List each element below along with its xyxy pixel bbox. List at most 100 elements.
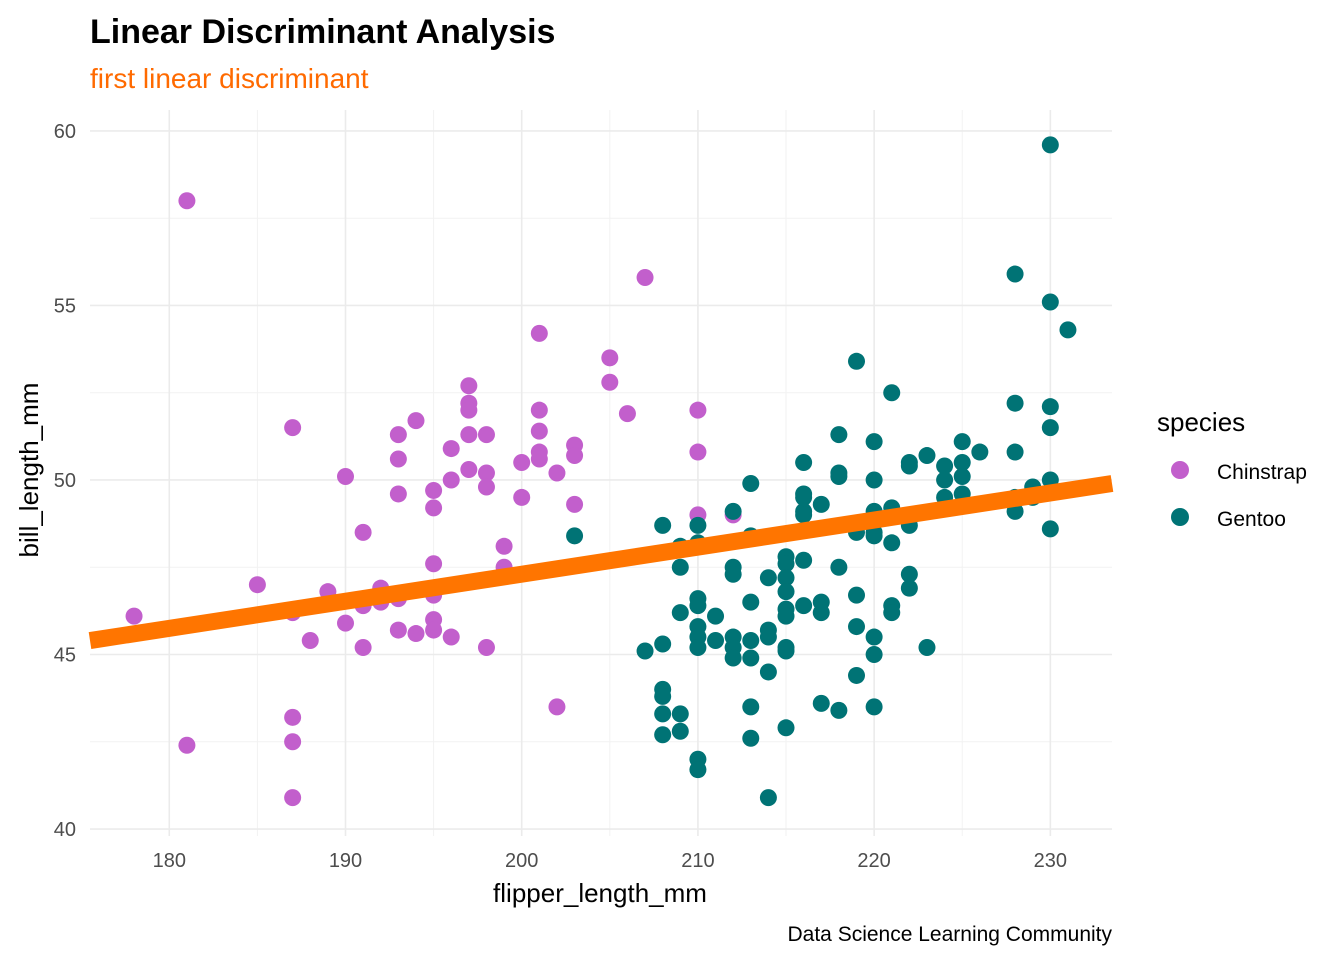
point-gentoo (953, 454, 971, 472)
point-gentoo (918, 447, 936, 465)
point-chinstrap (460, 426, 478, 444)
point-gentoo (777, 607, 795, 625)
point-gentoo (848, 666, 865, 684)
point-gentoo (759, 628, 777, 646)
point-gentoo (795, 597, 813, 615)
point-gentoo (865, 433, 883, 451)
point-gentoo (724, 565, 742, 583)
point-chinstrap (636, 269, 654, 287)
point-chinstrap (460, 461, 478, 479)
point-gentoo (636, 642, 654, 660)
point-gentoo (777, 719, 795, 737)
point-chinstrap (477, 426, 495, 444)
point-chinstrap (425, 621, 443, 639)
point-chinstrap (495, 537, 513, 555)
point-chinstrap (248, 576, 266, 594)
point-chinstrap (407, 412, 425, 430)
x-tick-label: 220 (857, 850, 890, 872)
point-chinstrap (354, 639, 372, 657)
point-gentoo (689, 516, 707, 534)
point-chinstrap (442, 471, 460, 489)
point-chinstrap (513, 454, 531, 472)
point-gentoo (742, 649, 760, 667)
point-gentoo (953, 467, 971, 485)
point-chinstrap (548, 698, 566, 716)
point-chinstrap (425, 481, 443, 499)
legend: species Chinstrap Gentoo (1157, 407, 1307, 531)
point-chinstrap (601, 349, 619, 367)
point-chinstrap (389, 485, 407, 503)
point-chinstrap (407, 625, 425, 643)
point-gentoo (724, 649, 742, 667)
data-points (125, 136, 1077, 807)
point-gentoo (936, 471, 954, 489)
point-gentoo (759, 789, 777, 807)
point-chinstrap (477, 478, 495, 496)
point-gentoo (566, 527, 584, 545)
point-gentoo (900, 579, 918, 597)
point-chinstrap (389, 450, 407, 468)
x-tick-label: 200 (505, 850, 538, 872)
point-gentoo (848, 352, 865, 370)
chart-caption: Data Science Learning Community (788, 923, 1113, 946)
point-gentoo (865, 646, 883, 663)
point-gentoo (777, 555, 795, 573)
point-gentoo (1059, 321, 1077, 339)
chart-title: Linear Discriminant Analysis (90, 13, 555, 51)
legend-label-gentoo: Gentoo (1217, 508, 1286, 531)
x-tick-label: 180 (153, 850, 186, 872)
point-chinstrap (460, 401, 478, 419)
x-tick-label: 210 (681, 850, 714, 872)
legend-label-chinstrap: Chinstrap (1217, 461, 1307, 484)
point-gentoo (1041, 419, 1059, 437)
point-gentoo (830, 701, 848, 719)
point-chinstrap (477, 639, 495, 657)
point-gentoo (671, 558, 689, 576)
point-chinstrap (284, 708, 302, 726)
point-chinstrap (425, 499, 443, 517)
point-chinstrap (442, 440, 460, 458)
point-chinstrap (337, 467, 354, 485)
point-gentoo (1041, 520, 1059, 538)
point-gentoo (883, 604, 901, 622)
y-axis-ticks: 40 45 50 55 60 (54, 121, 76, 841)
point-gentoo (654, 635, 672, 653)
point-gentoo (689, 639, 707, 657)
point-gentoo (777, 642, 795, 660)
point-gentoo (724, 502, 742, 520)
point-gentoo (953, 433, 971, 451)
point-gentoo (812, 604, 830, 622)
point-gentoo (777, 583, 795, 601)
point-gentoo (654, 687, 672, 705)
x-axis-ticks: 180 190 200 210 220 230 (153, 850, 1067, 872)
point-gentoo (900, 565, 918, 583)
point-chinstrap (284, 733, 302, 751)
point-chinstrap (530, 401, 548, 419)
point-gentoo (795, 506, 813, 524)
point-gentoo (671, 705, 689, 723)
point-gentoo (971, 443, 989, 461)
point-chinstrap (178, 192, 196, 210)
point-chinstrap (284, 789, 302, 807)
y-tick-label: 50 (54, 470, 76, 492)
point-chinstrap (425, 555, 443, 573)
point-gentoo (742, 698, 760, 716)
point-chinstrap (618, 405, 636, 423)
point-chinstrap (513, 488, 531, 506)
x-axis-title: flipper_length_mm (493, 878, 707, 908)
point-chinstrap (566, 495, 584, 513)
point-gentoo (830, 426, 848, 444)
point-gentoo (1041, 136, 1059, 154)
point-gentoo (865, 527, 883, 545)
point-gentoo (742, 593, 760, 611)
point-chinstrap (477, 464, 495, 482)
point-chinstrap (530, 324, 548, 342)
point-gentoo (848, 618, 865, 636)
point-chinstrap (301, 632, 319, 650)
point-chinstrap (601, 373, 619, 391)
point-gentoo (742, 729, 760, 747)
point-chinstrap (178, 736, 196, 754)
point-gentoo (1006, 394, 1024, 412)
point-chinstrap (354, 523, 372, 541)
